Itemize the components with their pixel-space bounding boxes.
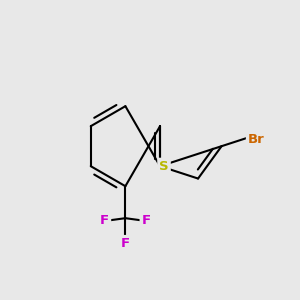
- Text: F: F: [121, 237, 130, 250]
- Text: S: S: [159, 160, 169, 173]
- Text: F: F: [142, 214, 151, 227]
- Text: Br: Br: [248, 133, 265, 146]
- Text: F: F: [100, 214, 109, 227]
